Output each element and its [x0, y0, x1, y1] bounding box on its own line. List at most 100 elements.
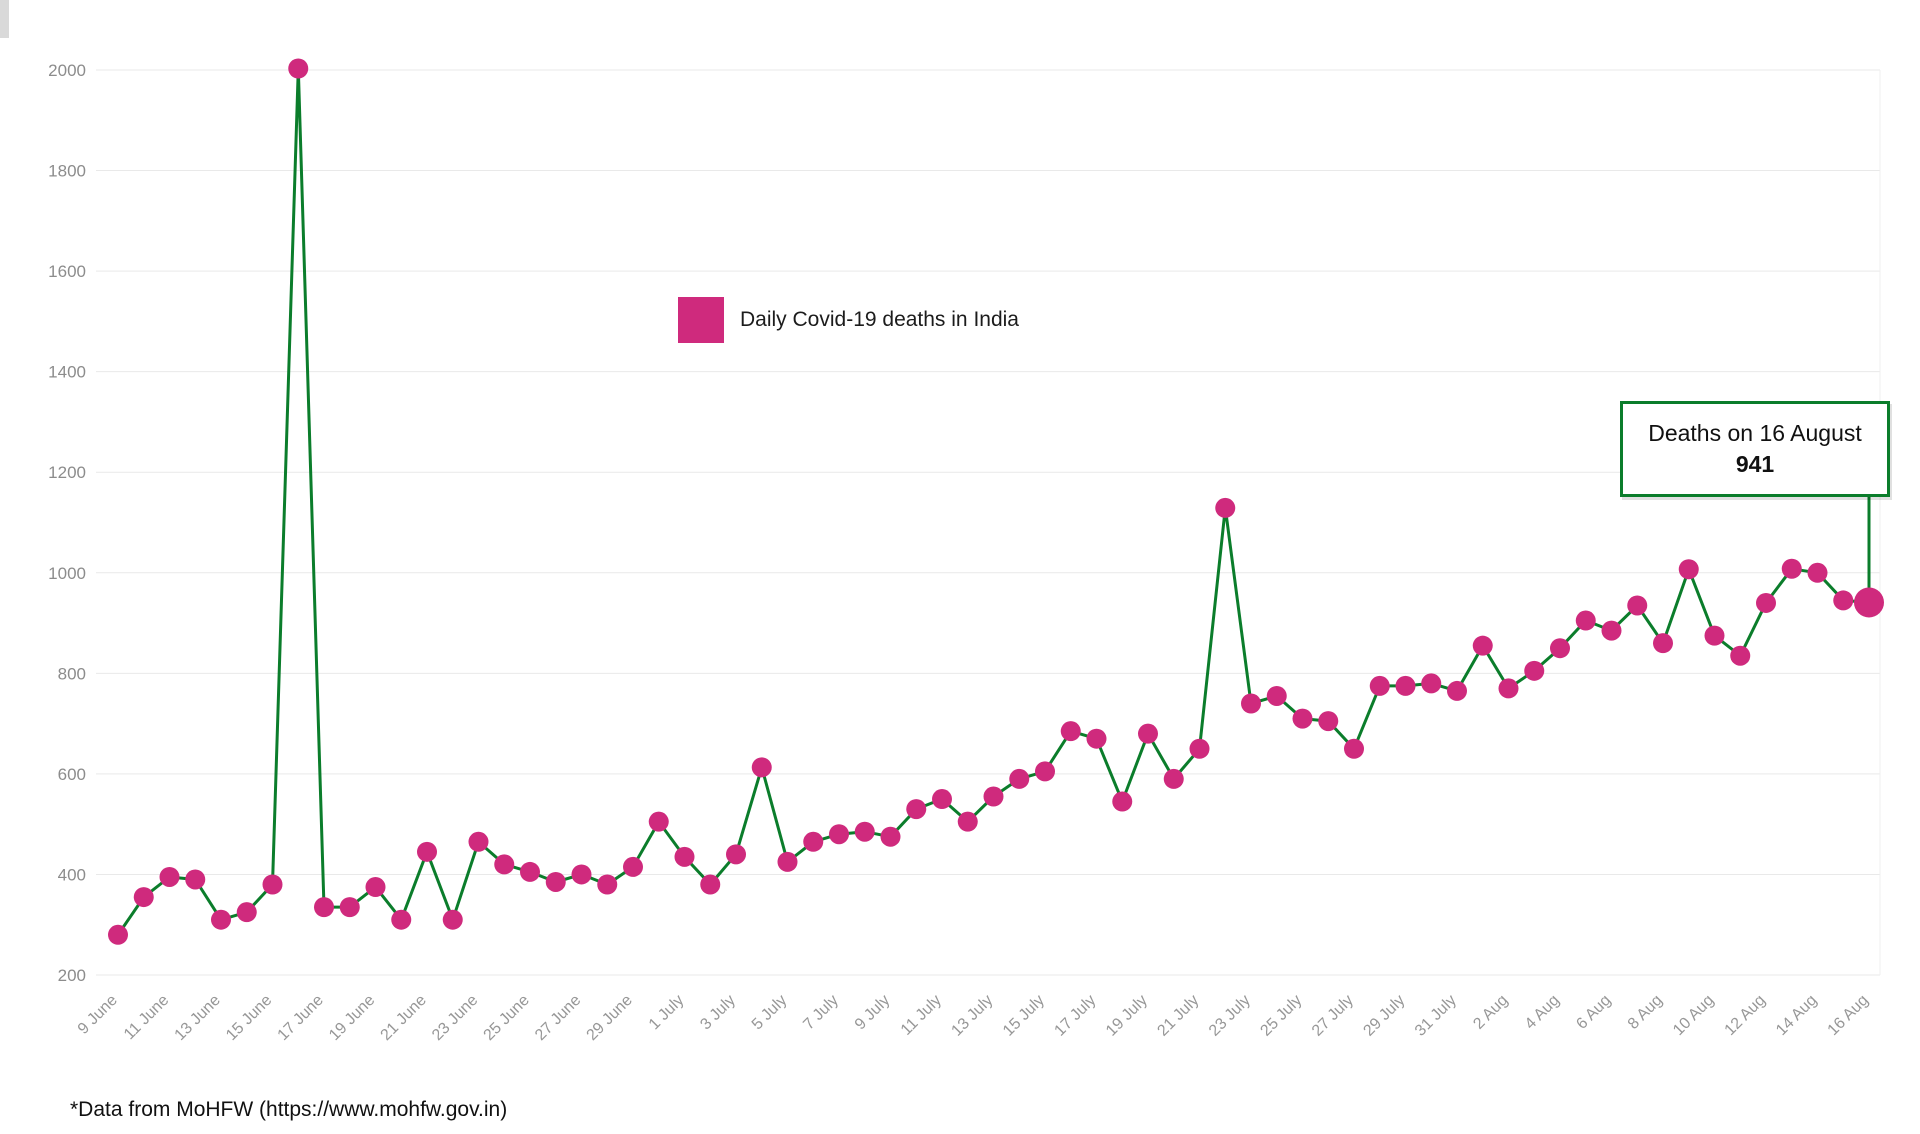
data-point-marker [494, 854, 515, 875]
data-point-marker [1730, 645, 1751, 666]
data-point-marker [623, 856, 643, 877]
y-axis-tick-label: 400 [58, 865, 86, 884]
data-point-marker [751, 757, 772, 778]
x-axis-tick-label: 2 Aug [1470, 992, 1511, 1033]
x-axis-tick-label: 12 Aug [1722, 992, 1769, 1039]
data-point-marker [1318, 711, 1339, 732]
data-point-marker [880, 826, 901, 847]
y-axis-tick-label: 1800 [48, 162, 86, 181]
data-point-marker [803, 831, 824, 852]
x-axis-tick-label: 31 July [1412, 992, 1460, 1040]
data-point-marker [262, 874, 283, 895]
x-axis-tick-label: 21 July [1154, 992, 1202, 1040]
data-point-marker [648, 811, 669, 832]
x-axis-tick-label: 23 July [1206, 992, 1254, 1040]
data-point-marker [520, 861, 540, 882]
data-point-marker [1550, 638, 1570, 659]
data-point-marker [1627, 595, 1648, 616]
data-point-marker [1395, 675, 1416, 696]
x-axis-tick-label: 19 July [1103, 992, 1151, 1040]
data-point-marker [1292, 708, 1313, 729]
y-axis-tick-label: 800 [58, 664, 86, 683]
legend-label: Daily Covid-19 deaths in India [740, 308, 1019, 331]
data-point-marker [365, 877, 386, 898]
data-point-marker [1498, 678, 1519, 699]
x-axis-tick-label: 11 June [121, 992, 173, 1044]
data-point-marker [571, 864, 592, 885]
annotation-title: Deaths on 16 August [1648, 420, 1862, 446]
data-point-marker [133, 887, 154, 908]
data-point-marker [1421, 673, 1442, 694]
data-point-marker [1215, 497, 1236, 518]
data-point-marker [1524, 660, 1545, 681]
x-axis-tick-label: 15 July [1000, 992, 1048, 1040]
x-axis-tick-label: 9 June [75, 992, 121, 1038]
x-axis-tick-label: 29 June [584, 992, 636, 1044]
x-axis-tick-label: 14 Aug [1773, 992, 1820, 1039]
chart-legend: Daily Covid-19 deaths in India [678, 297, 1019, 343]
data-point-marker [777, 851, 798, 872]
data-point-marker [906, 799, 927, 820]
data-point-marker [339, 897, 360, 918]
y-axis-tick-label: 1400 [48, 363, 86, 382]
window-edge-artifact [0, 0, 9, 38]
data-point-marker [674, 846, 695, 867]
annotation-value: 941 [1735, 451, 1775, 477]
x-axis-tick-label: 9 July [852, 992, 894, 1034]
data-point-marker [1833, 590, 1854, 611]
data-point-marker [1035, 761, 1055, 782]
data-point-marker [1138, 723, 1158, 744]
data-point-marker [391, 909, 412, 930]
x-axis-tick-label: 1 July [646, 992, 688, 1034]
data-point-marker [1807, 562, 1828, 583]
data-point-marker [1781, 558, 1802, 579]
data-point-marker [468, 831, 489, 852]
data-point-marker [288, 58, 309, 79]
x-axis-tick-label: 7 July [800, 992, 842, 1034]
x-axis-tick-label: 25 June [481, 992, 533, 1044]
data-point-marker [1678, 559, 1699, 580]
data-point-marker [1086, 728, 1107, 749]
data-point-marker [957, 811, 978, 832]
data-point-marker [1112, 791, 1133, 812]
x-axis-tick-label: 8 Aug [1625, 992, 1666, 1033]
data-point-marker [1653, 633, 1673, 654]
data-point-marker [1472, 635, 1493, 656]
data-point-marker [700, 874, 721, 895]
y-axis-tick-label: 1600 [48, 262, 86, 281]
x-axis-tick-label: 11 July [898, 992, 945, 1039]
y-axis-tick-label: 600 [58, 765, 86, 784]
data-point-marker [1266, 685, 1287, 706]
data-point-marker [185, 869, 206, 890]
y-axis-tick-label: 200 [58, 966, 86, 985]
data-point-marker [1344, 738, 1364, 759]
data-point-marker [1009, 768, 1030, 789]
x-axis-tick-label: 3 July [697, 992, 739, 1034]
x-axis-tick-label: 19 June [326, 992, 378, 1044]
data-point-marker [1060, 721, 1081, 742]
data-point-marker [1369, 675, 1390, 696]
data-point-marker [159, 866, 180, 887]
data-source-note: *Data from MoHFW (https://www.mohfw.gov.… [70, 1098, 508, 1121]
data-point-marker [932, 789, 952, 810]
x-axis-tick-label: 27 July [1309, 992, 1357, 1040]
x-axis-tick-label: 23 June [429, 992, 481, 1044]
data-point-marker [1601, 620, 1622, 641]
data-point-marker [1241, 693, 1261, 714]
x-axis-tick-label: 5 July [749, 992, 791, 1034]
data-point-marker [314, 897, 334, 918]
data-point-marker [597, 874, 618, 895]
data-point-marker [1756, 592, 1776, 613]
data-point-marker [829, 824, 849, 845]
data-point-marker [854, 821, 875, 842]
data-point-marker [236, 902, 257, 923]
data-point-marker [1704, 625, 1725, 646]
x-axis-tick-label: 10 Aug [1670, 992, 1717, 1039]
x-axis-tick-label: 29 July [1360, 992, 1408, 1040]
x-axis-tick-label: 17 June [275, 992, 327, 1044]
x-axis-tick-label: 17 July [1051, 992, 1099, 1040]
annotation-callout: Deaths on 16 August 941 [1620, 401, 1890, 497]
x-axis-tick-label: 4 Aug [1522, 992, 1563, 1033]
